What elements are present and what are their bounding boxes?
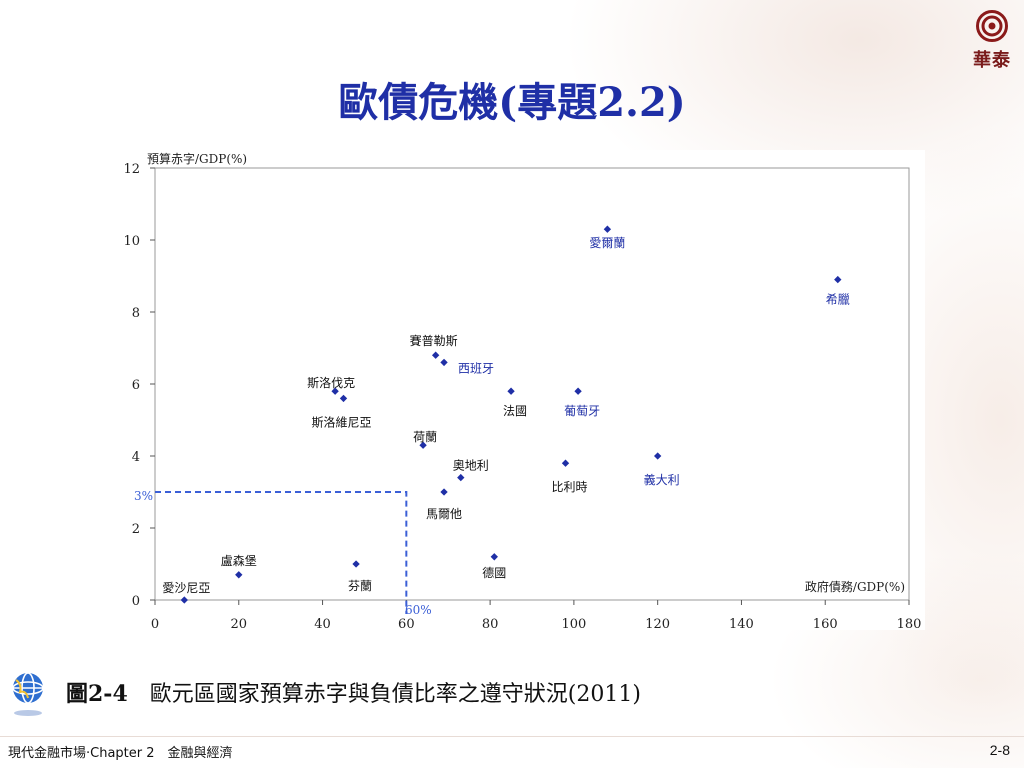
logo-text: 華泰 — [973, 50, 1011, 71]
data-point-label: 荷蘭 — [413, 430, 437, 444]
x-axis-title: 政府債務/GDP(%) — [805, 579, 905, 594]
y-tick-label: 8 — [132, 306, 140, 321]
data-point-label: 馬爾他 — [426, 507, 462, 521]
data-point — [440, 358, 448, 367]
x-tick-label: 20 — [231, 617, 248, 632]
x-tick-label: 80 — [482, 617, 499, 632]
slide-title: 歐債危機(專題2.2) — [338, 79, 686, 126]
x-tick-label: 0 — [151, 617, 159, 632]
y-tick-label: 12 — [123, 162, 140, 177]
data-point — [457, 473, 465, 482]
y-tick-label: 0 — [132, 594, 140, 609]
y-tick-label: 10 — [123, 234, 140, 249]
reference-y-label: 3% — [134, 489, 153, 503]
data-point — [339, 394, 348, 403]
data-point-label: 斯洛伐克 — [307, 375, 355, 390]
x-tick-label: 60 — [398, 617, 415, 632]
data-point-label: 愛沙尼亞 — [162, 581, 210, 595]
globe-icon — [12, 672, 44, 716]
footer-course: 現代金融市場‧Chapter 2 金融與經濟 — [8, 746, 233, 761]
footer-divider — [0, 736, 1024, 737]
data-point — [440, 488, 448, 496]
data-point-label: 葡萄牙 — [564, 404, 600, 418]
data-point — [419, 441, 427, 449]
reference-x-label: 60% — [405, 603, 432, 617]
logo-rings-icon — [976, 10, 1008, 42]
figure-caption: 圖2-4 歐元區國家預算赤字與負債比率之遵守狀況(2011) — [66, 676, 641, 716]
data-point-label: 義大利 — [644, 472, 680, 487]
chart-panel — [140, 150, 925, 630]
y-tick-label: 4 — [132, 450, 140, 465]
x-tick-label: 120 — [645, 617, 670, 632]
data-point — [603, 225, 612, 233]
x-tick-label: 40 — [314, 617, 331, 632]
y-axis-title: 預算赤字/GDP(%) — [147, 151, 247, 166]
y-tick-label: 6 — [132, 378, 140, 393]
data-point-label: 比利時 — [552, 480, 588, 494]
page-number: 2-8 — [989, 742, 1010, 758]
scatter-chart: 0 2 4 6 8 10 12 0 20 40 60 80 100 120 140 160 180 預算赤字/GD… — [100, 145, 930, 635]
data-point — [653, 452, 662, 460]
data-point-label: 奧地利 — [453, 459, 489, 473]
x-tick-label: 160 — [813, 617, 838, 632]
data-point-label: 斯洛維尼亞 — [311, 414, 371, 429]
data-point-label: 西班牙 — [458, 361, 494, 375]
data-point-label: 芬蘭 — [348, 579, 372, 593]
brand-logo: 華泰 — [962, 10, 1022, 72]
reference-dashed-line — [155, 491, 408, 614]
x-tick-label: 180 — [897, 617, 922, 632]
data-point-label: 盧森堡 — [221, 553, 257, 568]
data-point-label: 愛爾蘭 — [589, 236, 625, 250]
data-point-label: 賽普勒斯 — [410, 333, 458, 348]
data-point — [235, 571, 243, 579]
figure-caption-text: 歐元區國家預算赤字與負債比率之遵守狀況(2011) — [149, 682, 641, 707]
y-tick-label: 2 — [132, 522, 140, 537]
data-point — [834, 275, 842, 284]
x-tick-label: 100 — [561, 617, 586, 632]
data-point — [490, 553, 498, 561]
data-point-label: 希臘 — [826, 292, 850, 307]
figure-number: 圖2-4 — [66, 681, 128, 707]
x-tick-label: 140 — [729, 617, 754, 632]
data-point-label: 法國 — [503, 404, 527, 418]
data-point-label: 德國 — [482, 565, 506, 580]
